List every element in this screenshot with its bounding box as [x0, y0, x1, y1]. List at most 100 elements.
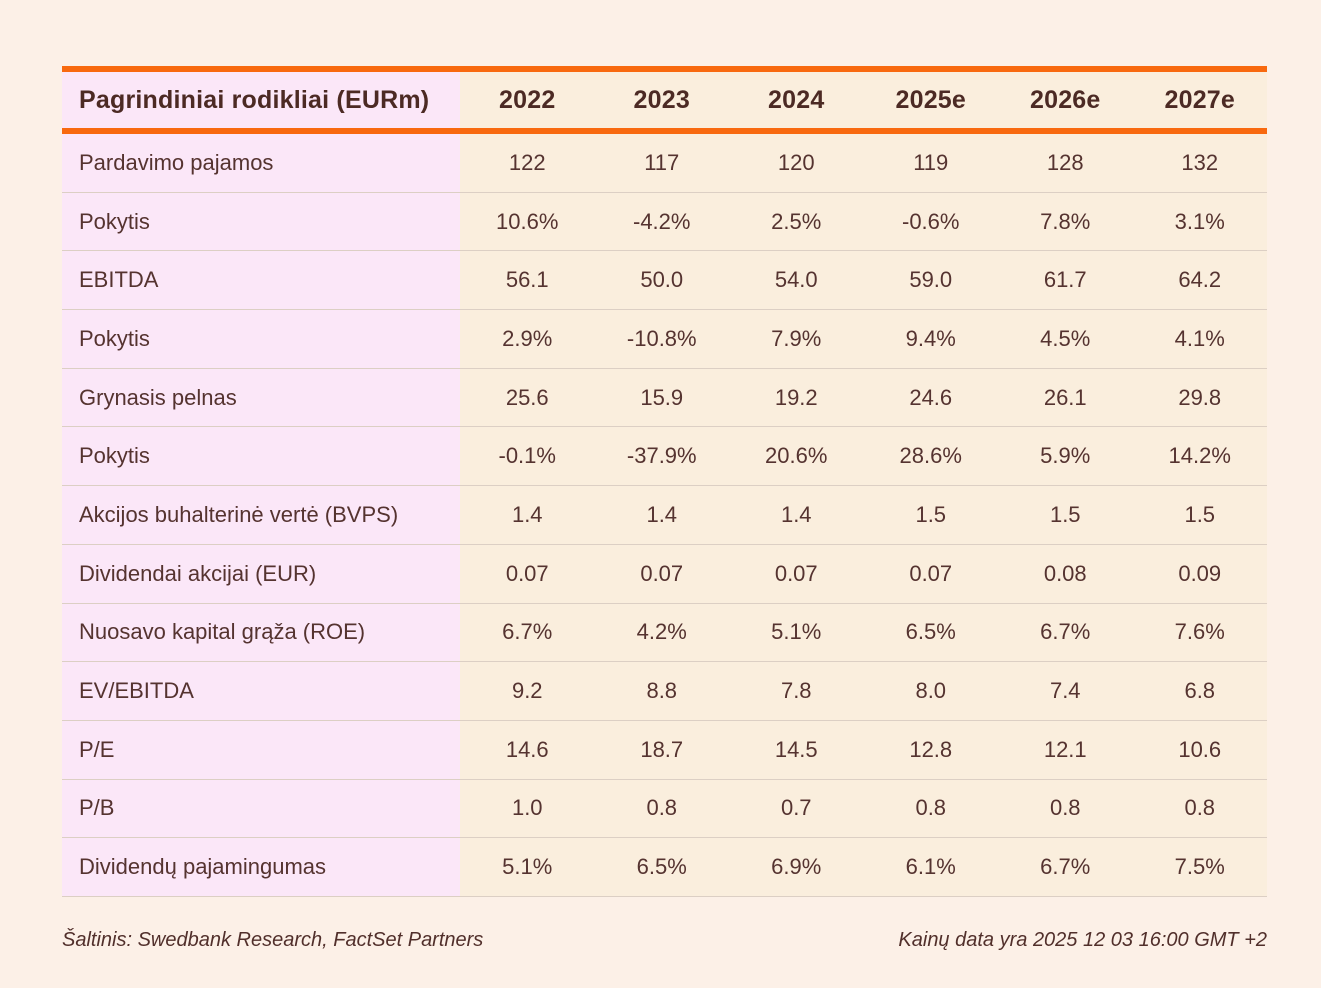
row-label: Dividendai akcijai (EUR): [62, 544, 460, 603]
cell-value: 18.7: [594, 720, 729, 779]
cell-value: 5.1%: [729, 603, 864, 662]
column-header-2023: 2023: [594, 72, 729, 128]
row-label: P/B: [62, 779, 460, 838]
cell-value: 9.2: [460, 662, 595, 720]
cell-value: 28.6%: [863, 427, 998, 486]
footer: Šaltinis: Swedbank Research, FactSet Par…: [62, 929, 1267, 952]
table-title: Pagrindiniai rodikliai (EURm): [62, 72, 460, 128]
row-label: Pokytis: [62, 192, 460, 251]
column-header-2025e: 2025e: [863, 72, 998, 128]
table-row: Pokytis -0.1% -37.9% 20.6% 28.6% 5.9% 14…: [62, 427, 1267, 487]
cell-value: 0.7: [729, 779, 864, 838]
cell-value: 128: [998, 134, 1133, 192]
row-label: EBITDA: [62, 251, 460, 310]
cell-value: -0.1%: [460, 427, 595, 486]
row-label: Nuosavo kapital grąža (ROE): [62, 603, 460, 662]
cell-value: 29.8: [1132, 368, 1267, 427]
cell-value: 0.8: [863, 779, 998, 838]
cell-value: 120: [729, 134, 864, 192]
cell-value: 14.2%: [1132, 427, 1267, 486]
cell-value: 12.1: [998, 720, 1133, 779]
cell-value: 0.8: [998, 779, 1133, 838]
cell-value: 119: [863, 134, 998, 192]
cell-value: 6.7%: [998, 838, 1133, 896]
cell-value: 59.0: [863, 251, 998, 310]
cell-value: 14.6: [460, 720, 595, 779]
table-header-bottom-rule: [62, 128, 1267, 134]
cell-value: -0.6%: [863, 192, 998, 251]
cell-value: -37.9%: [594, 427, 729, 486]
cell-value: 12.8: [863, 720, 998, 779]
cell-value: 61.7: [998, 251, 1133, 310]
cell-value: 54.0: [729, 251, 864, 310]
cell-value: 1.0: [460, 779, 595, 838]
cell-value: 10.6: [1132, 720, 1267, 779]
table-row: EBITDA 56.1 50.0 54.0 59.0 61.7 64.2: [62, 251, 1267, 311]
row-label: Pokytis: [62, 427, 460, 486]
cell-value: 2.9%: [460, 310, 595, 368]
cell-value: 2.5%: [729, 192, 864, 251]
row-label: Grynasis pelnas: [62, 368, 460, 427]
cell-value: 6.5%: [594, 838, 729, 896]
cell-value: 0.07: [729, 544, 864, 603]
cell-value: 6.5%: [863, 603, 998, 662]
column-header-2026e: 2026e: [998, 72, 1133, 128]
table-row: Pokytis 2.9% -10.8% 7.9% 9.4% 4.5% 4.1%: [62, 310, 1267, 369]
cell-value: 20.6%: [729, 427, 864, 486]
row-label: P/E: [62, 720, 460, 779]
cell-value: 15.9: [594, 368, 729, 427]
cell-value: 0.07: [863, 544, 998, 603]
cell-value: 24.6: [863, 368, 998, 427]
cell-value: 132: [1132, 134, 1267, 192]
cell-value: 14.5: [729, 720, 864, 779]
source-note: Šaltinis: Swedbank Research, FactSet Par…: [62, 929, 484, 951]
cell-value: 6.9%: [729, 838, 864, 896]
column-header-2027e: 2027e: [1132, 72, 1267, 128]
cell-value: 122: [460, 134, 595, 192]
cell-value: 1.5: [1132, 486, 1267, 544]
cell-value: 26.1: [998, 368, 1133, 427]
table-row: Pardavimo pajamos 122 117 120 119 128 13…: [62, 134, 1267, 193]
cell-value: 9.4%: [863, 310, 998, 368]
column-header-2022: 2022: [460, 72, 595, 128]
column-header-2024: 2024: [729, 72, 864, 128]
row-label: Akcijos buhalterinė vertė (BVPS): [62, 486, 460, 544]
cell-value: 7.5%: [1132, 838, 1267, 896]
table-top-rule: [62, 66, 1267, 72]
cell-value: 6.7%: [460, 603, 595, 662]
cell-value: 6.7%: [998, 603, 1133, 662]
cell-value: 56.1: [460, 251, 595, 310]
cell-value: 64.2: [1132, 251, 1267, 310]
row-label: Pokytis: [62, 310, 460, 368]
cell-value: 8.8: [594, 662, 729, 720]
table-row: Nuosavo kapital grąža (ROE) 6.7% 4.2% 5.…: [62, 603, 1267, 663]
cell-value: 25.6: [460, 368, 595, 427]
table-row: Akcijos buhalterinė vertė (BVPS) 1.4 1.4…: [62, 486, 1267, 545]
cell-value: 8.0: [863, 662, 998, 720]
cell-value: 0.08: [998, 544, 1133, 603]
cell-value: 3.1%: [1132, 192, 1267, 251]
cell-value: 1.4: [729, 486, 864, 544]
key-indicators-table: Pagrindiniai rodikliai (EURm) 2022 2023 …: [62, 66, 1267, 897]
cell-value: 117: [594, 134, 729, 192]
table-row: EV/EBITDA 9.2 8.8 7.8 8.0 7.4 6.8: [62, 662, 1267, 721]
cell-value: -4.2%: [594, 192, 729, 251]
cell-value: 1.5: [998, 486, 1133, 544]
table-row: Dividendai akcijai (EUR) 0.07 0.07 0.07 …: [62, 544, 1267, 604]
cell-value: 10.6%: [460, 192, 595, 251]
row-label: Pardavimo pajamos: [62, 134, 460, 192]
cell-value: 5.9%: [998, 427, 1133, 486]
cell-value: 0.07: [594, 544, 729, 603]
cell-value: -10.8%: [594, 310, 729, 368]
table-row: Pokytis 10.6% -4.2% 2.5% -0.6% 7.8% 3.1%: [62, 192, 1267, 252]
table-row: P/E 14.6 18.7 14.5 12.8 12.1 10.6: [62, 720, 1267, 780]
cell-value: 0.09: [1132, 544, 1267, 603]
cell-value: 7.8%: [998, 192, 1133, 251]
cell-value: 7.8: [729, 662, 864, 720]
cell-value: 4.5%: [998, 310, 1133, 368]
table-header-row: Pagrindiniai rodikliai (EURm) 2022 2023 …: [62, 72, 1267, 128]
table-row: Dividendų pajamingumas 5.1% 6.5% 6.9% 6.…: [62, 838, 1267, 897]
table-row: Grynasis pelnas 25.6 15.9 19.2 24.6 26.1…: [62, 368, 1267, 428]
table-row: P/B 1.0 0.8 0.7 0.8 0.8 0.8: [62, 779, 1267, 839]
cell-value: 7.6%: [1132, 603, 1267, 662]
